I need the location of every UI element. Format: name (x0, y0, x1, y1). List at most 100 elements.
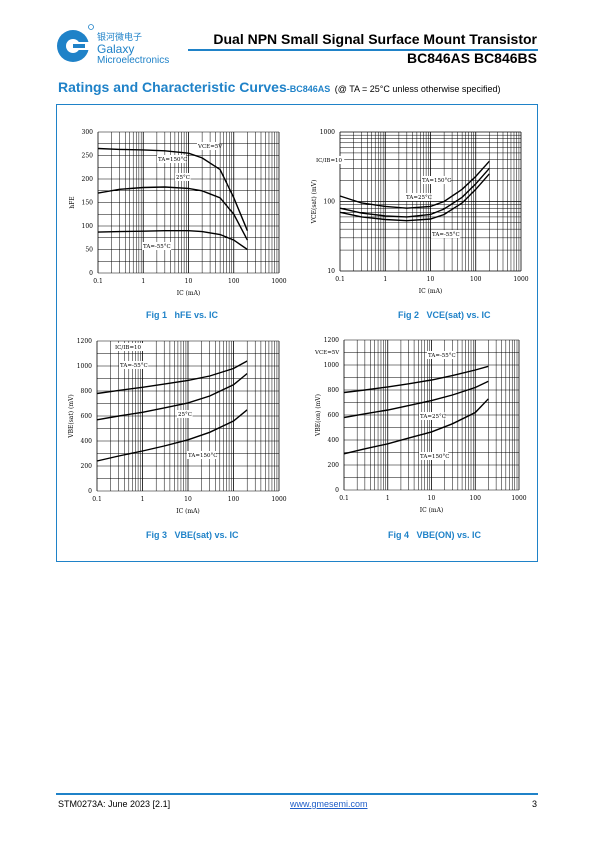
y-tick-label: 100 (324, 199, 336, 206)
x-tick-label: 100 (470, 276, 482, 283)
curve-annotation: VCE=5V (197, 144, 223, 150)
annotation-background (142, 242, 172, 250)
y-tick-label: 800 (81, 388, 93, 395)
series-line (343, 365, 489, 394)
x-axis-label: IC (mA) (176, 508, 200, 515)
y-tick-label: 1200 (324, 337, 339, 344)
x-axis-label: IC (mA) (420, 507, 444, 514)
series-line (96, 372, 248, 421)
y-tick-label: 50 (85, 247, 93, 254)
company-logo: 银河微电子 Galaxy Microelectronics (55, 22, 185, 70)
y-axis-label: hFE (69, 196, 76, 208)
series-line (96, 409, 248, 462)
curve-annotation: 25°C (178, 412, 192, 418)
annotation-background (119, 361, 149, 369)
chart-hfe-vs-ic: 0.1 1 10 100 1000 0 50 100 150 200 250 300 IC (mA) hF… (69, 129, 287, 297)
y-tick-label: 0 (89, 270, 93, 277)
y-axis-label: VBE(sat) (mV) (68, 394, 75, 438)
charts-frame (56, 104, 538, 562)
section-part: -BC846AS (286, 84, 331, 94)
x-tick-label: 0.1 (92, 496, 102, 503)
curve-annotation: TA=-55°C (120, 363, 148, 369)
part-numbers: BC846AS BC846BS (407, 50, 537, 66)
annotation-background (114, 343, 144, 351)
galaxy-logo-icon (57, 24, 94, 62)
logo-name: Galaxy (97, 42, 135, 56)
x-tick-label: 100 (470, 495, 482, 502)
document-title: Dual NPN Small Signal Surface Mount Tran… (213, 31, 537, 47)
series-line (97, 230, 248, 251)
y-tick-label: 400 (81, 438, 93, 445)
annotation-background (157, 155, 187, 163)
x-tick-label: 0.1 (93, 278, 103, 285)
x-tick-label: 1 (386, 495, 390, 502)
curve-annotation: TA=25°C (420, 414, 446, 420)
x-tick-label: 1000 (511, 495, 526, 502)
figure-caption-4: Fig 4 VBE(ON) vs. IC (388, 530, 482, 540)
series-line (339, 167, 490, 218)
curve-annotation: VCE=5V (314, 350, 340, 356)
x-tick-label: 10 (184, 496, 192, 503)
series-line (339, 173, 490, 222)
y-tick-label: 1000 (77, 363, 92, 370)
curve-annotation: TA=150°C (158, 157, 187, 163)
logo-chinese-name: 银河微电子 (97, 33, 143, 43)
annotation-background (177, 410, 193, 418)
curve-annotation: TA=150°C (422, 178, 451, 184)
series-line (343, 380, 489, 419)
y-axis-label: VCE(sat) (mV) (311, 180, 318, 225)
curve-annotation: TA=150°C (188, 453, 217, 459)
y-tick-label: 1000 (324, 362, 339, 369)
x-tick-label: 10 (185, 278, 193, 285)
y-tick-label: 1200 (77, 338, 92, 345)
annotation-background (427, 351, 457, 359)
curve-annotation: 25°C (176, 175, 190, 181)
y-tick-label: 0 (335, 487, 339, 494)
y-tick-label: 600 (328, 412, 340, 419)
x-tick-label: 100 (228, 278, 240, 285)
y-tick-label: 10 (327, 268, 335, 275)
y-tick-label: 200 (328, 462, 340, 469)
curve-annotation: TA=25°C (406, 195, 432, 201)
figure-caption-1: Fig 1 hFE vs. IC (146, 310, 219, 320)
y-tick-label: 600 (81, 413, 93, 420)
logo-subname: Microelectronics (97, 55, 170, 66)
section-title: Ratings and Characteristic Curves (58, 79, 287, 95)
annotation-background (197, 142, 220, 150)
x-tick-label: 1 (141, 278, 145, 285)
footer-divider (56, 793, 538, 795)
y-tick-label: 400 (328, 437, 340, 444)
y-tick-label: 200 (82, 176, 94, 183)
chart-vcesat-vs-ic: 0.1 1 10 100 1000 10 100 1000 IC (mA) VCE(sat) (m… (311, 129, 529, 295)
chart-vbeon-vs-ic: 0.1 1 10 100 1000 0 200 400 600 800 1000 1200 IC (mA… (314, 337, 527, 514)
section-conditions: (@ TA = 25°C unless otherwise specified) (334, 84, 501, 94)
y-tick-label: 100 (82, 223, 94, 230)
series-line (97, 147, 249, 231)
annotation-background (405, 193, 431, 201)
curve-annotation: TA=-55°C (428, 353, 456, 359)
curve-annotation: TA=150°C (420, 454, 449, 460)
y-tick-label: 300 (82, 129, 94, 136)
annotation-background (187, 451, 217, 459)
curve-annotation: TA=-55°C (143, 244, 171, 250)
footer-website-link[interactable]: www.gmesemi.com (290, 799, 368, 809)
series-line (339, 160, 490, 209)
x-axis-label: IC (mA) (419, 288, 443, 295)
x-tick-label: 0.1 (335, 276, 345, 283)
y-tick-label: 250 (82, 153, 94, 160)
y-axis-label: VBE(on) (mV) (315, 394, 322, 437)
annotation-background (431, 230, 461, 238)
page-number: 3 (532, 799, 538, 809)
x-tick-label: 100 (228, 496, 240, 503)
y-tick-label: 1000 (320, 129, 335, 136)
curve-annotation: IC/IB=10 (115, 345, 142, 351)
y-tick-label: 0 (88, 488, 92, 495)
chart-vbesat-vs-ic: 0.1 1 10 100 1000 0 200 400 600 800 1000 1200 IC (mA… (68, 338, 287, 515)
x-tick-label: 10 (427, 276, 435, 283)
figure-caption-2: Fig 2 VCE(sat) vs. IC (398, 310, 491, 320)
annotation-background (419, 452, 449, 460)
x-tick-label: 1 (141, 496, 145, 503)
series-line (96, 360, 248, 395)
curve-annotation: IC/IB=10 (316, 158, 343, 164)
x-tick-label: 1000 (271, 278, 286, 285)
